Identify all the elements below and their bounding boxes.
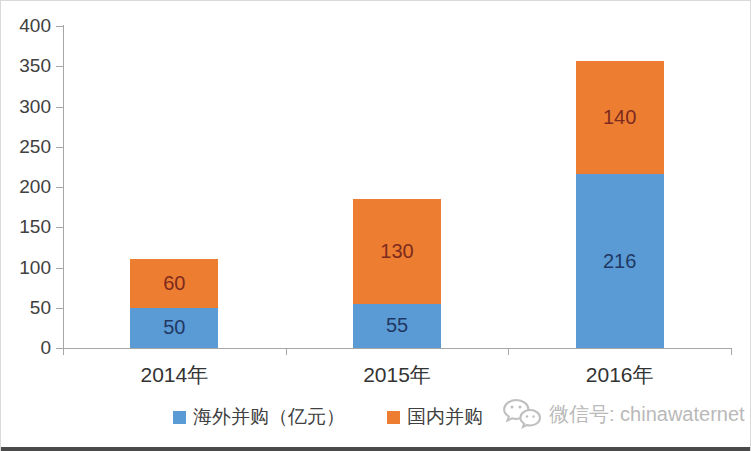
- x-axis-category-label: 2016年: [550, 361, 690, 389]
- wechat-icon: [501, 396, 543, 432]
- legend-label: 国内并购: [407, 404, 483, 430]
- bottom-border-bar: [1, 447, 750, 451]
- x-axis-tick-mark: [508, 349, 509, 355]
- legend-swatch: [387, 411, 400, 424]
- y-axis-tick-label: 400: [1, 15, 51, 37]
- y-axis-tick-mark: [56, 66, 63, 67]
- x-axis-category-label: 2015年: [327, 361, 467, 389]
- legend: 海外并购（亿元） 国内并购: [173, 404, 483, 430]
- x-axis-tick-mark: [731, 349, 732, 355]
- bar-segment: 216: [576, 174, 664, 348]
- x-axis-tick-mark: [286, 349, 287, 355]
- bar-value-label: 130: [380, 240, 413, 263]
- watermark: 微信号: chinawaternet: [501, 396, 749, 432]
- legend-item: 海外并购（亿元）: [173, 404, 345, 430]
- y-axis-tick-mark: [56, 26, 63, 27]
- bar-value-label: 55: [386, 314, 408, 337]
- bar-value-label: 60: [163, 272, 185, 295]
- y-axis-tick-label: 0: [1, 337, 51, 359]
- y-axis-tick-label: 150: [1, 216, 51, 238]
- y-axis-tick-mark: [56, 227, 63, 228]
- y-axis-tick-mark: [56, 187, 63, 188]
- bar-segment: 130: [353, 199, 441, 304]
- y-axis-tick-mark: [56, 308, 63, 309]
- y-axis-tick-label: 350: [1, 55, 51, 77]
- bar-segment: 50: [130, 308, 218, 348]
- y-axis-tick-mark: [56, 147, 63, 148]
- bar-segment: 140: [576, 61, 664, 174]
- x-axis-category-label: 2014年: [104, 361, 244, 389]
- y-axis-tick-mark: [56, 348, 63, 349]
- bar-segment: 60: [130, 259, 218, 307]
- legend-swatch: [173, 411, 186, 424]
- legend-item: 国内并购: [387, 404, 483, 430]
- y-axis-line: [63, 25, 64, 349]
- y-axis-tick-label: 300: [1, 96, 51, 118]
- y-axis-tick-label: 50: [1, 297, 51, 319]
- bar-segment: 55: [353, 304, 441, 348]
- x-axis-tick-mark: [63, 349, 64, 355]
- legend-label: 海外并购（亿元）: [193, 404, 345, 430]
- y-axis-tick-label: 200: [1, 176, 51, 198]
- chart-canvas: 0 50 100 150 200 250 300 350 400 50 60 2014年 55 130 20…: [0, 0, 751, 451]
- watermark-text: 微信号: chinawaternet: [549, 401, 745, 428]
- y-axis-tick-label: 250: [1, 136, 51, 158]
- x-axis-line: [63, 348, 732, 349]
- y-axis-tick-mark: [56, 268, 63, 269]
- bar-value-label: 216: [603, 250, 636, 273]
- bar-value-label: 140: [603, 106, 636, 129]
- bar-value-label: 50: [163, 316, 185, 339]
- y-axis-tick-label: 100: [1, 257, 51, 279]
- y-axis-tick-mark: [56, 107, 63, 108]
